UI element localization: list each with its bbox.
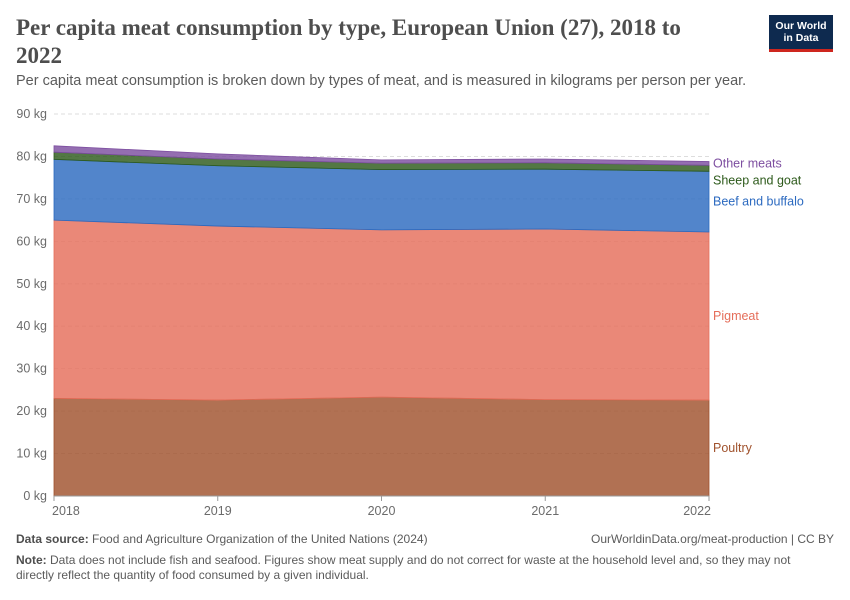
x-tick-label: 2019	[204, 504, 232, 515]
series-label: Pigmeat	[713, 309, 759, 323]
y-tick-label: 10 kg	[16, 447, 47, 461]
y-tick-label: 80 kg	[16, 149, 47, 163]
y-tick-label: 20 kg	[16, 404, 47, 418]
area-other-meats[interactable]	[53, 145, 710, 166]
y-tick-label: 40 kg	[16, 319, 47, 333]
area-pigmeat[interactable]	[53, 219, 710, 401]
x-tick-label: 2020	[368, 504, 396, 515]
chart-title: Per capita meat consumption by type, Eur…	[16, 15, 681, 68]
series-label-layer: Poultry Pigmeat Beef and buffalo Sheep and …	[713, 156, 804, 455]
stacked-area-chart: 0 kg 10 kg 20 kg 30 kg 40 kg 50 kg 60 kg 70 kg 8…	[16, 107, 804, 515]
series-label: Beef and buffalo	[713, 195, 804, 209]
license-link[interactable]: OurWorldinData.org/meat-production | CC …	[591, 532, 834, 546]
series-label: Sheep and goat	[713, 173, 802, 187]
chart-subtitle: Per capita meat consumption is broken do…	[16, 73, 747, 89]
y-tick-label: 50 kg	[16, 277, 47, 291]
note-label: Note:	[16, 553, 47, 567]
note-text: Data does not include fish and seafood. …	[16, 553, 791, 582]
logo-line-1: Our World	[775, 20, 827, 32]
data-source-label: Data source:	[16, 532, 89, 546]
logo-line-2: in Data	[783, 32, 819, 44]
y-tick-label: 30 kg	[16, 362, 47, 376]
area-poultry[interactable]	[53, 396, 710, 497]
y-tick-label: 70 kg	[16, 192, 47, 206]
data-source: Data source: Food and Agriculture Organi…	[16, 532, 428, 546]
data-source-text: Food and Agriculture Organization of the…	[92, 532, 428, 546]
series-label: Poultry	[713, 441, 753, 455]
x-tick-label: 2021	[531, 504, 559, 515]
axis-layer: 0 kg 10 kg 20 kg 30 kg 40 kg 50 kg 60 kg 70 kg 8…	[16, 107, 711, 515]
y-tick-label: 60 kg	[16, 234, 47, 248]
area-layer	[53, 145, 710, 497]
y-tick-label: 90 kg	[16, 107, 47, 121]
chart-note: Note: Data does not include fish and sea…	[16, 553, 816, 583]
y-tick-label: 0 kg	[23, 489, 47, 503]
x-tick-label: 2018	[52, 504, 80, 515]
x-tick-label: 2022	[683, 504, 711, 515]
owid-logo[interactable]: Our World in Data	[769, 15, 833, 52]
series-label: Other meats	[713, 156, 782, 170]
